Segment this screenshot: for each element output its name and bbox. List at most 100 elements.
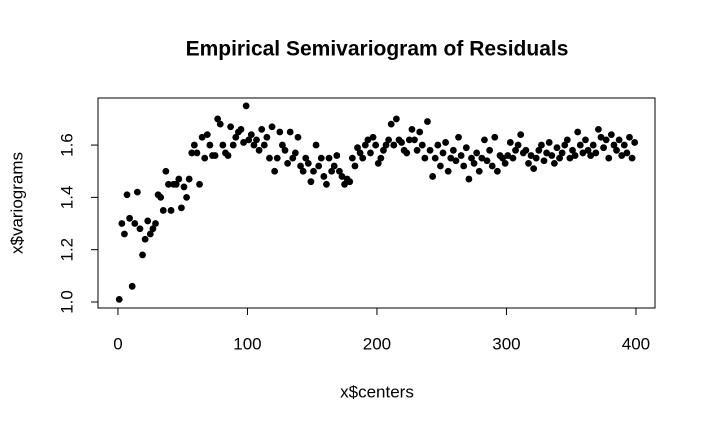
point xyxy=(268,123,276,131)
point xyxy=(260,141,268,149)
point xyxy=(403,149,411,157)
x-tick-label: 100 xyxy=(233,334,261,353)
point xyxy=(203,131,211,139)
point xyxy=(589,141,597,149)
point xyxy=(501,159,509,167)
point xyxy=(310,167,317,175)
point xyxy=(618,152,626,159)
point xyxy=(245,136,253,144)
point xyxy=(553,144,561,152)
point xyxy=(315,162,323,170)
point xyxy=(491,133,499,141)
point xyxy=(294,133,302,141)
point xyxy=(424,118,431,125)
x-tick-label: 300 xyxy=(492,334,520,353)
y-axis-label: x$variograms xyxy=(7,152,26,254)
point xyxy=(136,225,144,233)
point xyxy=(263,133,271,141)
point xyxy=(522,146,530,154)
point xyxy=(188,149,196,157)
point xyxy=(447,154,455,162)
point xyxy=(465,175,473,183)
point xyxy=(620,141,628,149)
point xyxy=(281,146,289,154)
point xyxy=(385,136,393,144)
point xyxy=(240,139,247,146)
x-tick-label: 0 xyxy=(113,334,122,353)
plot-frame xyxy=(97,97,656,309)
point xyxy=(514,141,522,149)
point xyxy=(592,149,600,157)
point xyxy=(408,125,416,133)
point xyxy=(418,141,426,149)
point xyxy=(563,136,571,144)
point xyxy=(613,146,620,154)
point xyxy=(279,141,286,149)
point xyxy=(532,154,540,162)
point xyxy=(468,154,475,162)
point xyxy=(237,125,245,133)
point xyxy=(602,136,610,144)
point xyxy=(325,154,333,162)
point xyxy=(323,180,330,188)
point xyxy=(437,162,444,170)
point xyxy=(470,159,478,167)
point xyxy=(356,149,364,157)
point xyxy=(206,141,214,149)
point xyxy=(579,149,587,157)
point xyxy=(442,139,449,146)
point xyxy=(543,149,551,157)
point xyxy=(434,141,442,149)
point xyxy=(146,230,154,238)
point xyxy=(273,154,281,162)
point xyxy=(193,149,201,157)
point xyxy=(284,159,291,167)
point xyxy=(312,141,320,149)
point xyxy=(595,125,602,133)
point xyxy=(157,193,165,201)
point xyxy=(509,154,517,162)
point xyxy=(333,152,341,159)
point xyxy=(258,125,266,133)
point xyxy=(530,165,538,173)
point xyxy=(540,157,548,165)
point xyxy=(605,154,613,162)
point xyxy=(271,167,279,175)
point xyxy=(159,207,167,214)
point xyxy=(566,154,574,162)
point xyxy=(571,152,579,159)
point xyxy=(224,152,232,159)
point xyxy=(183,193,190,201)
point xyxy=(216,120,224,128)
point xyxy=(597,133,605,141)
point xyxy=(190,141,198,149)
point xyxy=(118,220,126,227)
point xyxy=(439,149,447,157)
point xyxy=(623,149,631,157)
point xyxy=(302,154,310,162)
point xyxy=(421,154,429,162)
point xyxy=(304,159,312,167)
point xyxy=(330,162,338,170)
point xyxy=(250,141,258,149)
point xyxy=(462,144,470,152)
point xyxy=(431,154,439,162)
point xyxy=(525,159,532,167)
point xyxy=(628,154,636,162)
point xyxy=(364,136,372,144)
point xyxy=(299,167,307,175)
point xyxy=(584,146,592,154)
point xyxy=(144,217,152,225)
point xyxy=(348,154,356,162)
point xyxy=(211,152,219,159)
y-tick-label: 1.6 xyxy=(57,133,76,157)
point xyxy=(227,123,235,131)
point xyxy=(473,149,481,157)
point xyxy=(545,139,553,146)
point xyxy=(128,282,136,290)
x-tick-label: 200 xyxy=(363,334,391,353)
point xyxy=(527,152,535,159)
point xyxy=(167,207,175,214)
point xyxy=(576,141,584,149)
point xyxy=(538,141,545,149)
